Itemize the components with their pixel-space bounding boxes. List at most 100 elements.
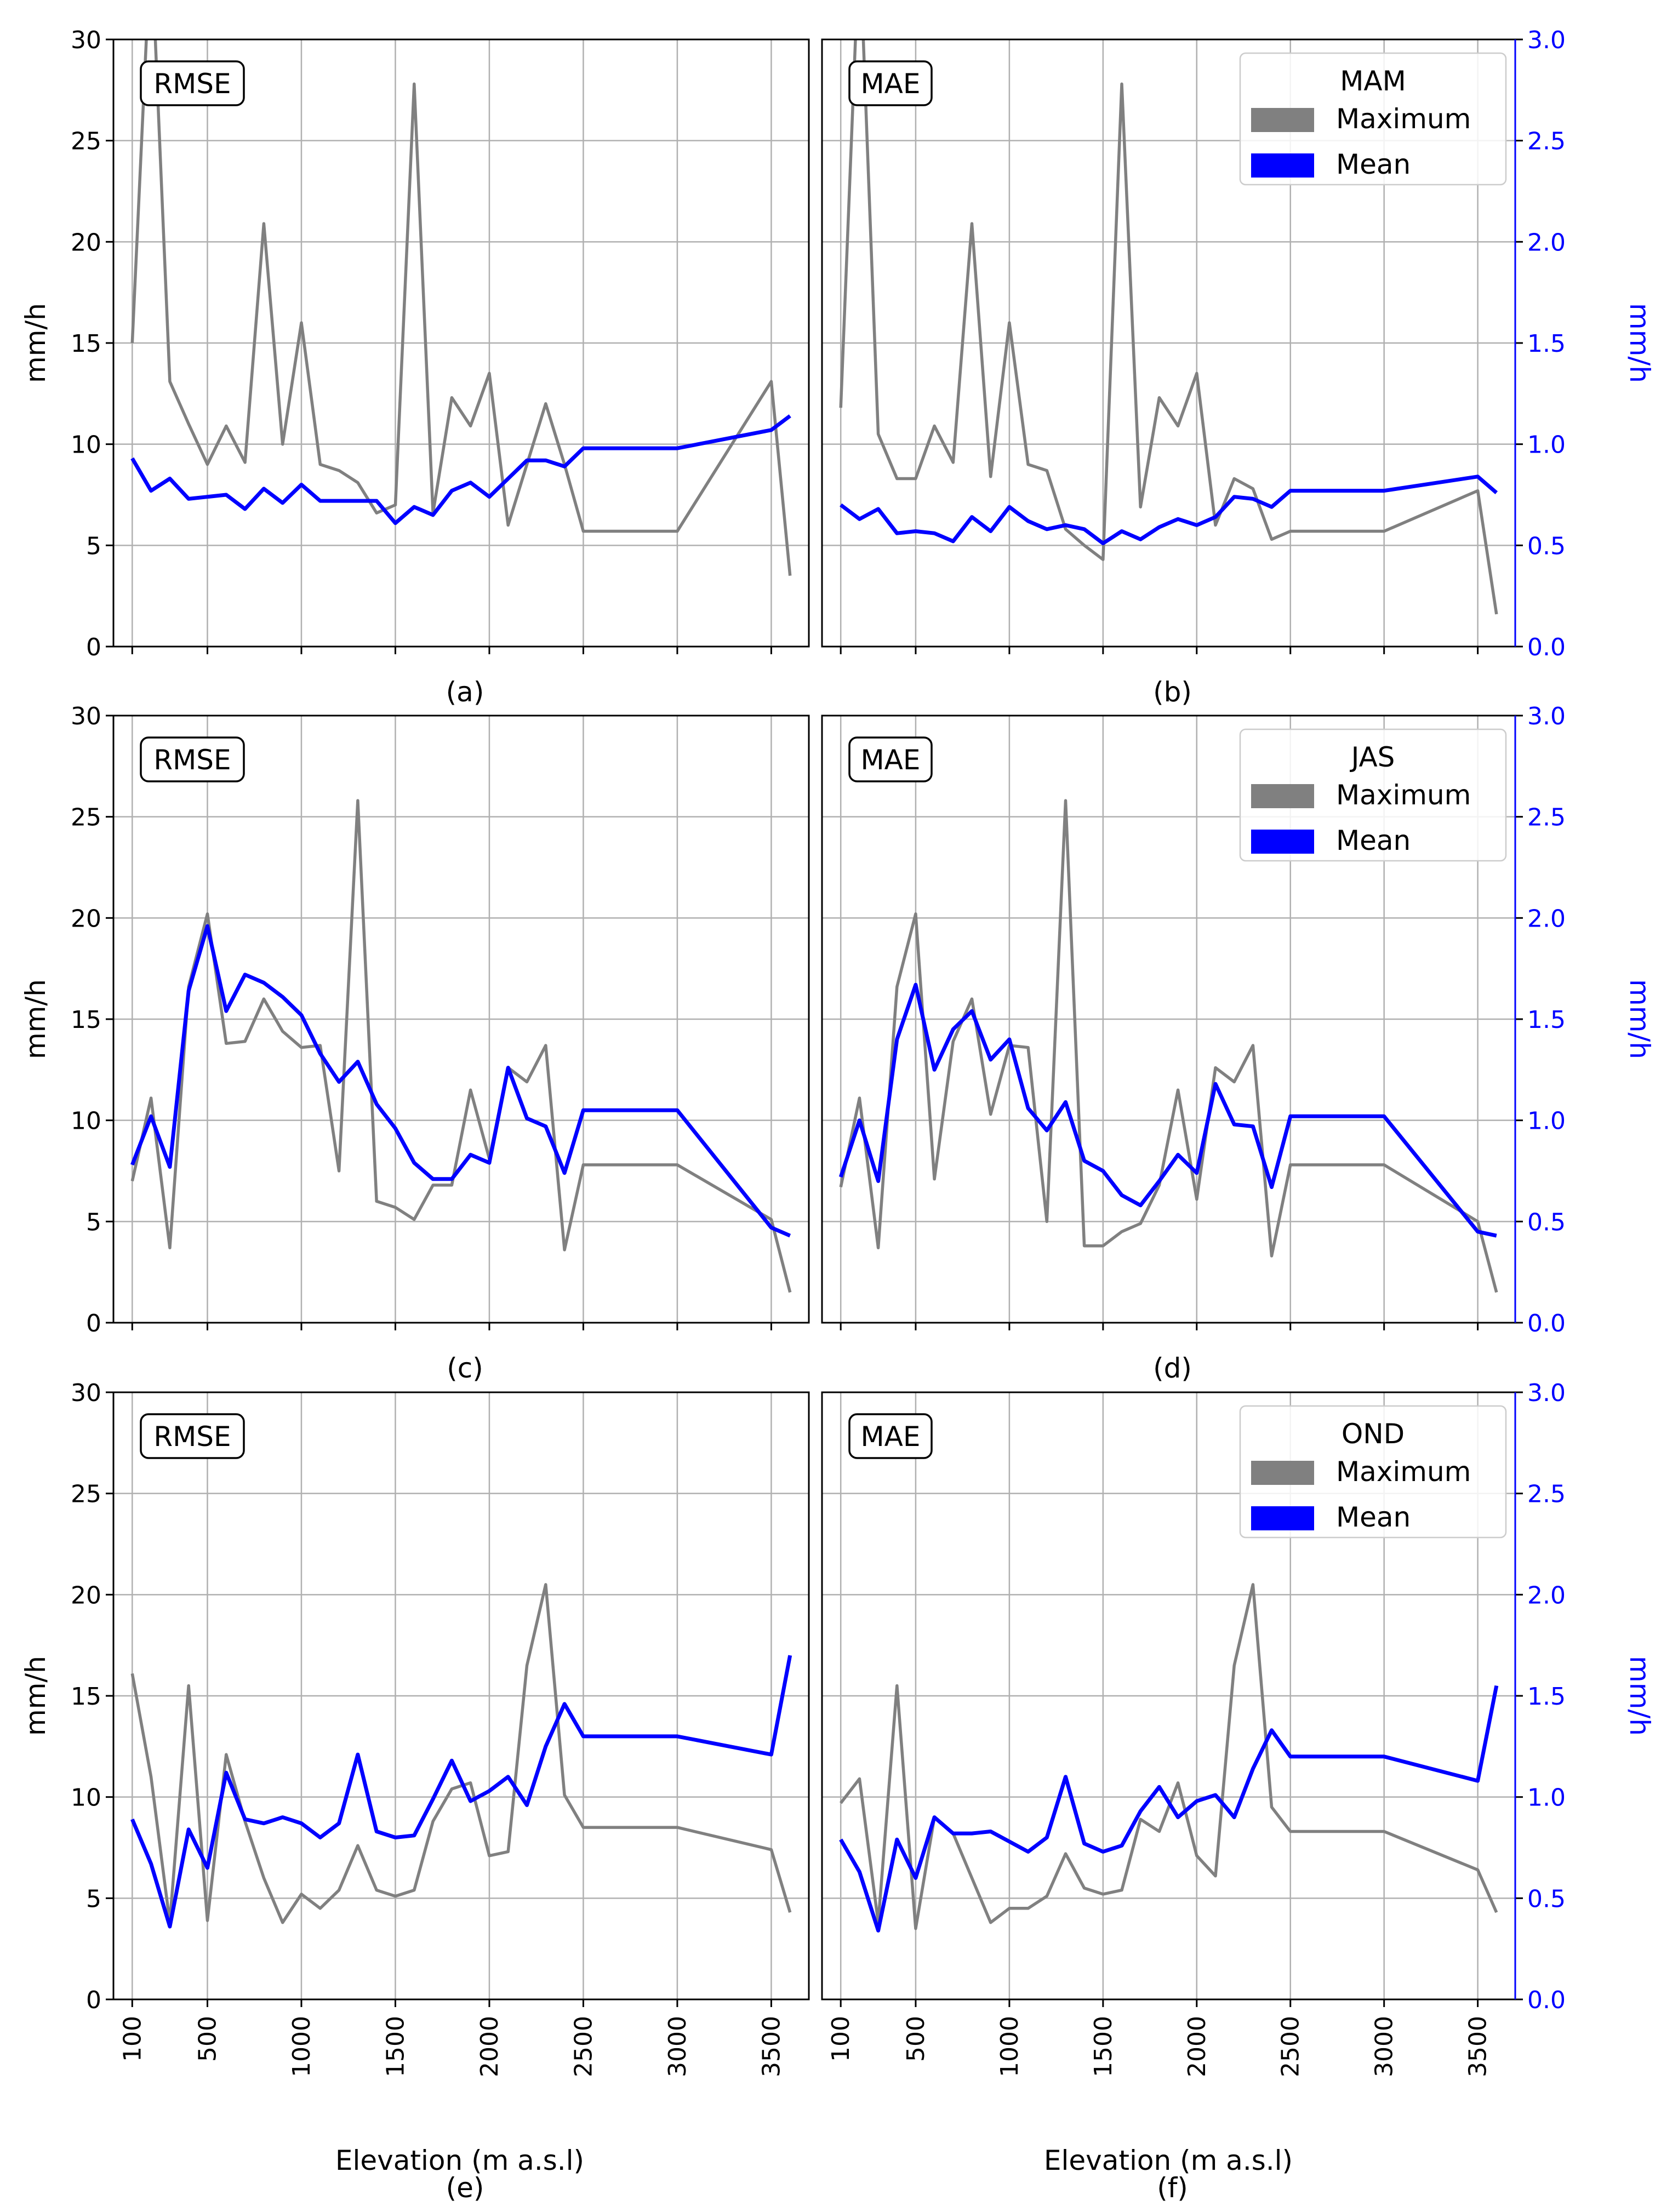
metric-badge-label: MAE: [861, 1421, 921, 1453]
legend-box: [1239, 728, 1507, 862]
legend-title: JAS: [1350, 741, 1395, 773]
y-tick-label: 15: [71, 330, 101, 358]
series-line-mean: [130, 1655, 792, 1929]
metric-badge: [140, 60, 245, 106]
x-tick-label: 3000: [664, 2016, 692, 2077]
metric-badge: [140, 1413, 245, 1459]
y-tick-label: 5: [86, 1885, 101, 1913]
panel-a: 0 5 10 15 20 25 30 mm/h RMSE (a): [20, 26, 810, 708]
series-line-mean: [838, 982, 1497, 1238]
panel-caption: (c): [447, 1352, 483, 1384]
y-tick-label: 1.0: [1527, 1107, 1566, 1135]
panel-caption: (e): [446, 2172, 484, 2204]
y-axis-label-left: mm/h: [20, 1656, 52, 1736]
y-tick-label: 0.5: [1527, 1885, 1566, 1913]
x-tick-label: 3500: [1464, 2016, 1492, 2077]
y-tick-label: 20: [71, 228, 101, 256]
y-tick-label: 0.5: [1527, 532, 1566, 560]
y-tick-label: 2.5: [1527, 128, 1566, 156]
metric-badge-label: MAE: [861, 744, 921, 776]
y-tick-label: 1.5: [1527, 1683, 1566, 1711]
panel-d: 0.0 0.5 1.0 1.5 2.0 2.5 3.0 mm/h MAE JAS Maximum Me…: [821, 702, 1656, 1384]
x-tick-label: 100: [118, 2016, 146, 2062]
y-tick-label: 0.0: [1527, 633, 1566, 661]
y-axis-label-right: mm/h: [1624, 979, 1656, 1059]
y-axis-label-right: mm/h: [1624, 303, 1656, 383]
y-tick-label: 3.0: [1527, 26, 1566, 54]
x-tick-label: 2000: [1183, 2016, 1211, 2077]
y-tick-label: 1.0: [1527, 1784, 1566, 1812]
y-tick-label: 10: [71, 1784, 101, 1812]
legend-label-maximum: Maximum: [1336, 779, 1471, 811]
panel-caption: (f): [1157, 2172, 1188, 2204]
metric-badge: [848, 60, 933, 106]
metric-badge-label: MAE: [861, 68, 921, 100]
y-tick-label: 0.5: [1527, 1208, 1566, 1236]
x-tick-label: 100: [827, 2016, 855, 2062]
series-line-mean: [130, 924, 791, 1238]
legend-label-maximum: Maximum: [1336, 1456, 1471, 1488]
series-line-maximum: [839, 799, 1498, 1293]
y-tick-label: 30: [71, 702, 101, 730]
series-line-maximum: [130, 799, 792, 1293]
y-tick-label: 25: [71, 128, 101, 156]
y-tick-label: 0: [86, 1310, 101, 1338]
legend-box: [1239, 1405, 1507, 1539]
legend-title: MAM: [1340, 65, 1406, 97]
x-tick-label: 1500: [1089, 2016, 1117, 2077]
series-line-maximum: [840, 1583, 1498, 1930]
y-tick-label: 20: [71, 1581, 101, 1609]
x-tick-label: 2000: [476, 2016, 504, 2077]
y-tick-label: 2.5: [1527, 1481, 1566, 1508]
y-tick-label: 2.0: [1527, 228, 1566, 256]
x-tick-label: 1500: [381, 2016, 409, 2077]
y-tick-label: 10: [71, 431, 101, 459]
y-tick-label: 20: [71, 905, 101, 933]
y-tick-label: 3.0: [1527, 1379, 1566, 1407]
legend-swatch-mean: [1251, 830, 1314, 854]
series-line-maximum: [130, 1583, 792, 1924]
x-axis-label-left: Elevation (m a.s.l): [335, 2145, 584, 2176]
series-line-maximum: [130, 39, 792, 576]
y-tick-label: 2.0: [1527, 1581, 1566, 1609]
panel-c: 0 5 10 15 20 25 30 mm/h RMSE (c): [20, 702, 810, 1384]
panel-e: 100 500 1000 1500 2000 2500 3000 3500 0 5 10 15 20 25…: [20, 1379, 810, 2204]
y-tick-label: 15: [71, 1006, 101, 1034]
legend-box: [1239, 52, 1507, 186]
legend-swatch-maximum: [1251, 784, 1314, 808]
y-tick-label: 25: [71, 804, 101, 832]
x-tick-label: 3500: [757, 2016, 785, 2077]
y-tick-label: 25: [71, 1481, 101, 1508]
x-tick-label: 1000: [288, 2016, 316, 2077]
y-tick-label: 0.0: [1527, 1310, 1566, 1338]
metric-badge-label: RMSE: [153, 744, 231, 776]
panel-caption: (b): [1153, 676, 1192, 708]
legend-swatch-maximum: [1251, 1461, 1314, 1485]
metric-badge-label: RMSE: [153, 1421, 231, 1453]
panel-caption: (d): [1153, 1352, 1192, 1384]
series-line-mean: [840, 475, 1498, 546]
x-tick-label: 3000: [1371, 2016, 1399, 2077]
x-axis-label-right: Elevation (m a.s.l): [1044, 2145, 1293, 2176]
metric-badge: [140, 736, 245, 782]
metric-badge: [848, 736, 933, 782]
x-tick-label: 2500: [569, 2016, 597, 2077]
y-tick-label: 5: [86, 1208, 101, 1236]
legend-swatch-maximum: [1251, 108, 1314, 132]
y-tick-label: 3.0: [1527, 702, 1566, 730]
legend-label-mean: Mean: [1336, 148, 1411, 180]
y-axis-label-right: mm/h: [1624, 1656, 1656, 1736]
y-tick-label: 2.0: [1527, 905, 1566, 933]
y-tick-label: 2.5: [1527, 804, 1566, 832]
y-tick-label: 0: [86, 633, 101, 661]
x-tick-label: 2500: [1277, 2016, 1305, 2077]
panel-caption: (a): [446, 676, 484, 708]
y-tick-label: 1.5: [1527, 330, 1566, 358]
y-tick-label: 0.0: [1527, 1986, 1566, 2014]
panel-f: 100 500 1000 1500 2000 2500 3000 3500 0.0 0.5 1.0 1…: [821, 1379, 1656, 2204]
panel-b: 0.0 0.5 1.0 1.5 2.0 2.5 3.0 mm/h MAE MAM Maximum Me…: [821, 26, 1656, 708]
series-line-maximum: [839, 39, 1498, 615]
series-line-mean: [839, 1685, 1499, 1933]
legend-swatch-mean: [1251, 153, 1314, 178]
